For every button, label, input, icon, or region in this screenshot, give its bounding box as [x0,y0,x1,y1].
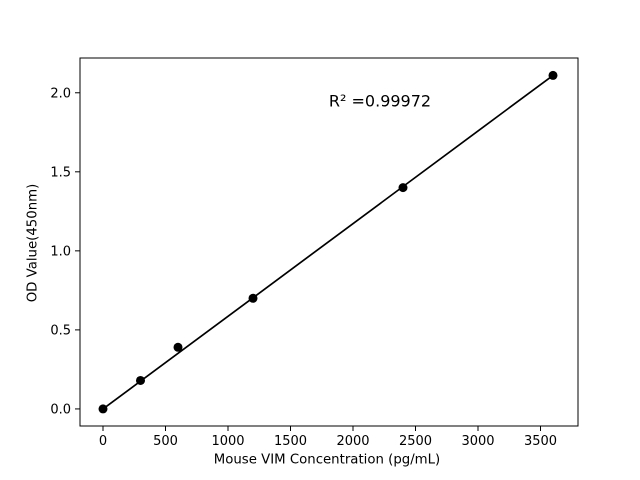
x-axis-label: Mouse VIM Concentration (pg/mL) [213,452,441,468]
x-tick-label: 500 [153,434,178,449]
x-tick-label: 1000 [211,434,244,449]
y-axis-label: OD Value(450nm) [25,183,41,303]
y-tick-label: 2.0 [50,86,71,101]
data-point [248,293,258,303]
y-tick-label: 1.5 [50,165,71,180]
data-point [173,342,183,352]
x-tick-label: 0 [99,434,107,449]
x-tick-label: 2000 [336,434,369,449]
data-point [136,375,145,385]
data-point [98,404,108,414]
plot-spines [79,57,579,427]
x-tick-label: 2500 [399,434,432,449]
fit-line [102,74,554,410]
y-tick-label: 0.5 [50,323,71,338]
x-tick-label: 1500 [274,434,307,449]
data-point [398,183,408,193]
y-tick-label: 1.0 [50,244,71,259]
x-tick-label: 3000 [461,434,494,449]
r-squared-annotation: R² =0.99972 [328,91,432,111]
data-point [548,70,558,80]
y-tick-label: 0.0 [50,402,71,417]
x-tick-label: 3500 [524,434,557,449]
